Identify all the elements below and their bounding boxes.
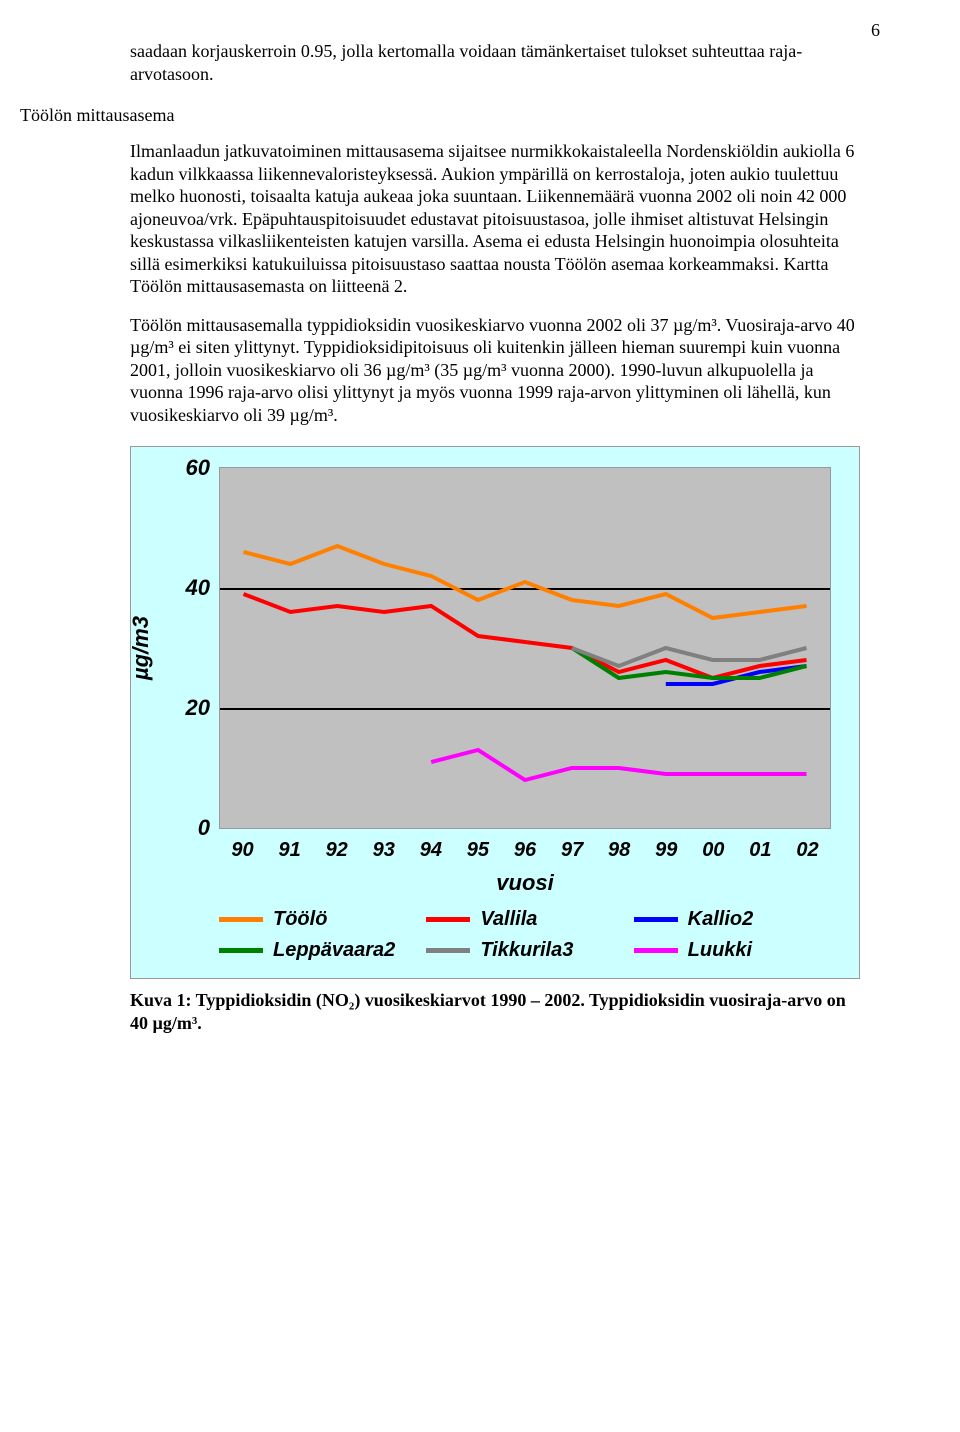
x-tick: 93 xyxy=(360,839,407,862)
x-tick: 95 xyxy=(454,839,501,862)
chart-container: µg/m3 0204060 90919293949596979899000102… xyxy=(130,446,860,979)
x-tick: 92 xyxy=(313,839,360,862)
legend-label: Kallio2 xyxy=(688,908,754,931)
legend-swatch xyxy=(634,948,678,953)
legend-label: Tikkurila3 xyxy=(480,939,573,962)
x-tick: 98 xyxy=(596,839,643,862)
legend-item: Leppävaara2 xyxy=(219,939,416,962)
legend-swatch xyxy=(219,948,263,953)
y-tick: 0 xyxy=(198,815,210,841)
y-tick: 40 xyxy=(186,575,210,601)
x-tick: 00 xyxy=(690,839,737,862)
x-tick: 97 xyxy=(549,839,596,862)
legend-label: Luukki xyxy=(688,939,752,962)
legend-item: Kallio2 xyxy=(634,908,831,931)
main-paragraph-1: Ilmanlaadun jatkuvatoiminen mittausasema… xyxy=(130,140,860,298)
page-number: 6 xyxy=(871,20,880,41)
series-line xyxy=(431,750,806,780)
legend-item: Töölö xyxy=(219,908,416,931)
y-axis: 0204060 xyxy=(172,468,216,828)
legend-swatch xyxy=(426,948,470,953)
chart-lines xyxy=(220,468,830,828)
y-axis-label: µg/m3 xyxy=(128,616,154,680)
x-tick: 91 xyxy=(266,839,313,862)
legend-swatch xyxy=(219,917,263,922)
y-tick: 20 xyxy=(186,695,210,721)
x-tick: 94 xyxy=(407,839,454,862)
x-axis-label: vuosi xyxy=(219,870,831,896)
legend-label: Leppävaara2 xyxy=(273,939,395,962)
chart-legend: Töölö Vallila Kallio2 Leppävaara2 Tikkurila3… xyxy=(219,908,831,962)
x-tick: 01 xyxy=(737,839,784,862)
intro-paragraph: saadaan korjauskerroin 0.95, jolla kerto… xyxy=(130,40,860,85)
x-tick: 02 xyxy=(784,839,831,862)
x-tick: 99 xyxy=(643,839,690,862)
page: 6 saadaan korjauskerroin 0.95, jolla ker… xyxy=(0,0,960,1074)
legend-item: Luukki xyxy=(634,939,831,962)
chart-caption: Kuva 1: Typpidioksidin (NO₂) vuosikeskia… xyxy=(130,989,860,1034)
legend-item: Vallila xyxy=(426,908,623,931)
chart-plot: 0204060 xyxy=(219,467,831,829)
x-tick: 96 xyxy=(501,839,548,862)
section-heading: Töölön mittausasema xyxy=(20,105,860,126)
x-tick: 90 xyxy=(219,839,266,862)
legend-label: Töölö xyxy=(273,908,327,931)
main-paragraph-2: Töölön mittausasemalla typpidioksidin vu… xyxy=(130,314,860,427)
legend-item: Tikkurila3 xyxy=(426,939,623,962)
legend-swatch xyxy=(426,917,470,922)
series-line xyxy=(243,594,806,678)
legend-label: Vallila xyxy=(480,908,537,931)
legend-swatch xyxy=(634,917,678,922)
y-tick: 60 xyxy=(186,455,210,481)
x-axis: 90919293949596979899000102 xyxy=(219,835,831,862)
